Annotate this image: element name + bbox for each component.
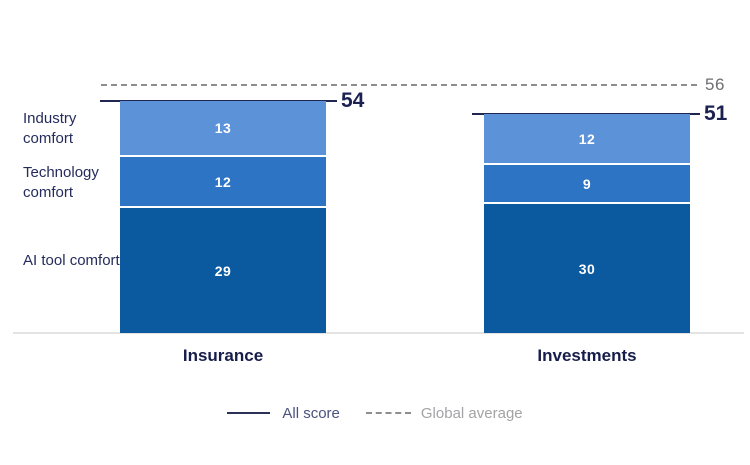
segment-value: 12 (214, 173, 232, 190)
legend-global-average-label: Global average (420, 404, 523, 422)
segment-technology-comfort: 12 (120, 156, 326, 209)
all-score-line-swatch (227, 412, 271, 414)
segment-value: 29 (214, 262, 232, 279)
global-average-value: 56 (705, 75, 725, 95)
category-label-insurance: Insurance (182, 346, 264, 365)
solid-line (100, 99, 337, 102)
global-average-reference-line: 56 (101, 72, 741, 98)
all-score-line-investments: 51 (472, 101, 750, 127)
segment-ai-tool-comfort: 29 (120, 208, 326, 333)
segment-value: 12 (578, 130, 596, 147)
segment-value: 13 (214, 119, 232, 136)
legend: All score Global average (0, 402, 750, 424)
row-label-industry-comfort: Industry comfort (23, 110, 77, 147)
all-score-value-insurance: 54 (341, 88, 365, 112)
row-label-technology-comfort: Technology comfort (23, 164, 99, 201)
segment-value: 30 (578, 260, 596, 277)
all-score-line-insurance: 54 (100, 88, 380, 114)
dashed-line (101, 84, 697, 87)
global-average-line-swatch (365, 412, 411, 414)
row-label-ai-tool-comfort: AI tool comfort (23, 252, 120, 269)
segment-technology-comfort: 9 (484, 165, 690, 204)
legend-all-score-label: All score (282, 404, 340, 422)
bar-investments: 12 9 30 (484, 113, 690, 333)
category-label-investments: Investments (537, 346, 637, 365)
bar-insurance: 13 12 29 (120, 100, 326, 333)
segment-ai-tool-comfort: 30 (484, 204, 690, 333)
segment-industry-comfort: 13 (120, 100, 326, 157)
segment-value: 9 (582, 175, 592, 192)
x-axis-baseline (13, 332, 744, 334)
solid-line (472, 112, 700, 115)
segment-industry-comfort: 12 (484, 113, 690, 166)
all-score-value-investments: 51 (704, 101, 728, 125)
